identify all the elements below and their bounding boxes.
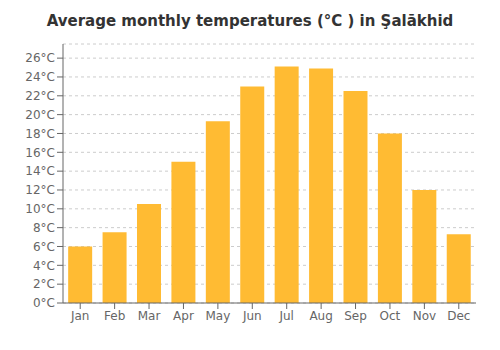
svg-text:24°C: 24°C <box>25 70 55 84</box>
svg-text:10°C: 10°C <box>25 202 55 216</box>
svg-text:Nov: Nov <box>413 309 436 323</box>
svg-text:Dec: Dec <box>447 309 470 323</box>
svg-text:16°C: 16°C <box>25 146 55 160</box>
svg-text:18°C: 18°C <box>25 127 55 141</box>
svg-text:Jun: Jun <box>242 309 262 323</box>
svg-text:Jul: Jul <box>278 309 293 323</box>
svg-text:Sep: Sep <box>344 309 367 323</box>
svg-text:Aug: Aug <box>309 309 332 323</box>
svg-text:Feb: Feb <box>104 309 125 323</box>
svg-text:12°C: 12°C <box>25 183 55 197</box>
svg-text:4°C: 4°C <box>33 259 55 273</box>
html-text:Average monthly temperatures (: Average monthly temperatures (°C ) in Şa… <box>46 12 454 30</box>
svg-text:20°C: 20°C <box>25 108 55 122</box>
svg-text:22°C: 22°C <box>25 89 55 103</box>
svg-text:Jan: Jan <box>70 309 90 323</box>
svg-text:Oct: Oct <box>380 309 401 323</box>
svg-text:26°C: 26°C <box>25 51 55 65</box>
svg-text:Apr: Apr <box>173 309 194 323</box>
svg-text:8°C: 8°C <box>33 221 55 235</box>
svg-text:2°C: 2°C <box>33 277 55 291</box>
svg-text:May: May <box>205 309 230 323</box>
svg-text:6°C: 6°C <box>33 240 55 254</box>
svg-text:14°C: 14°C <box>25 164 55 178</box>
svg-text:0°C: 0°C <box>33 296 55 310</box>
svg-text:Mar: Mar <box>138 309 161 323</box>
